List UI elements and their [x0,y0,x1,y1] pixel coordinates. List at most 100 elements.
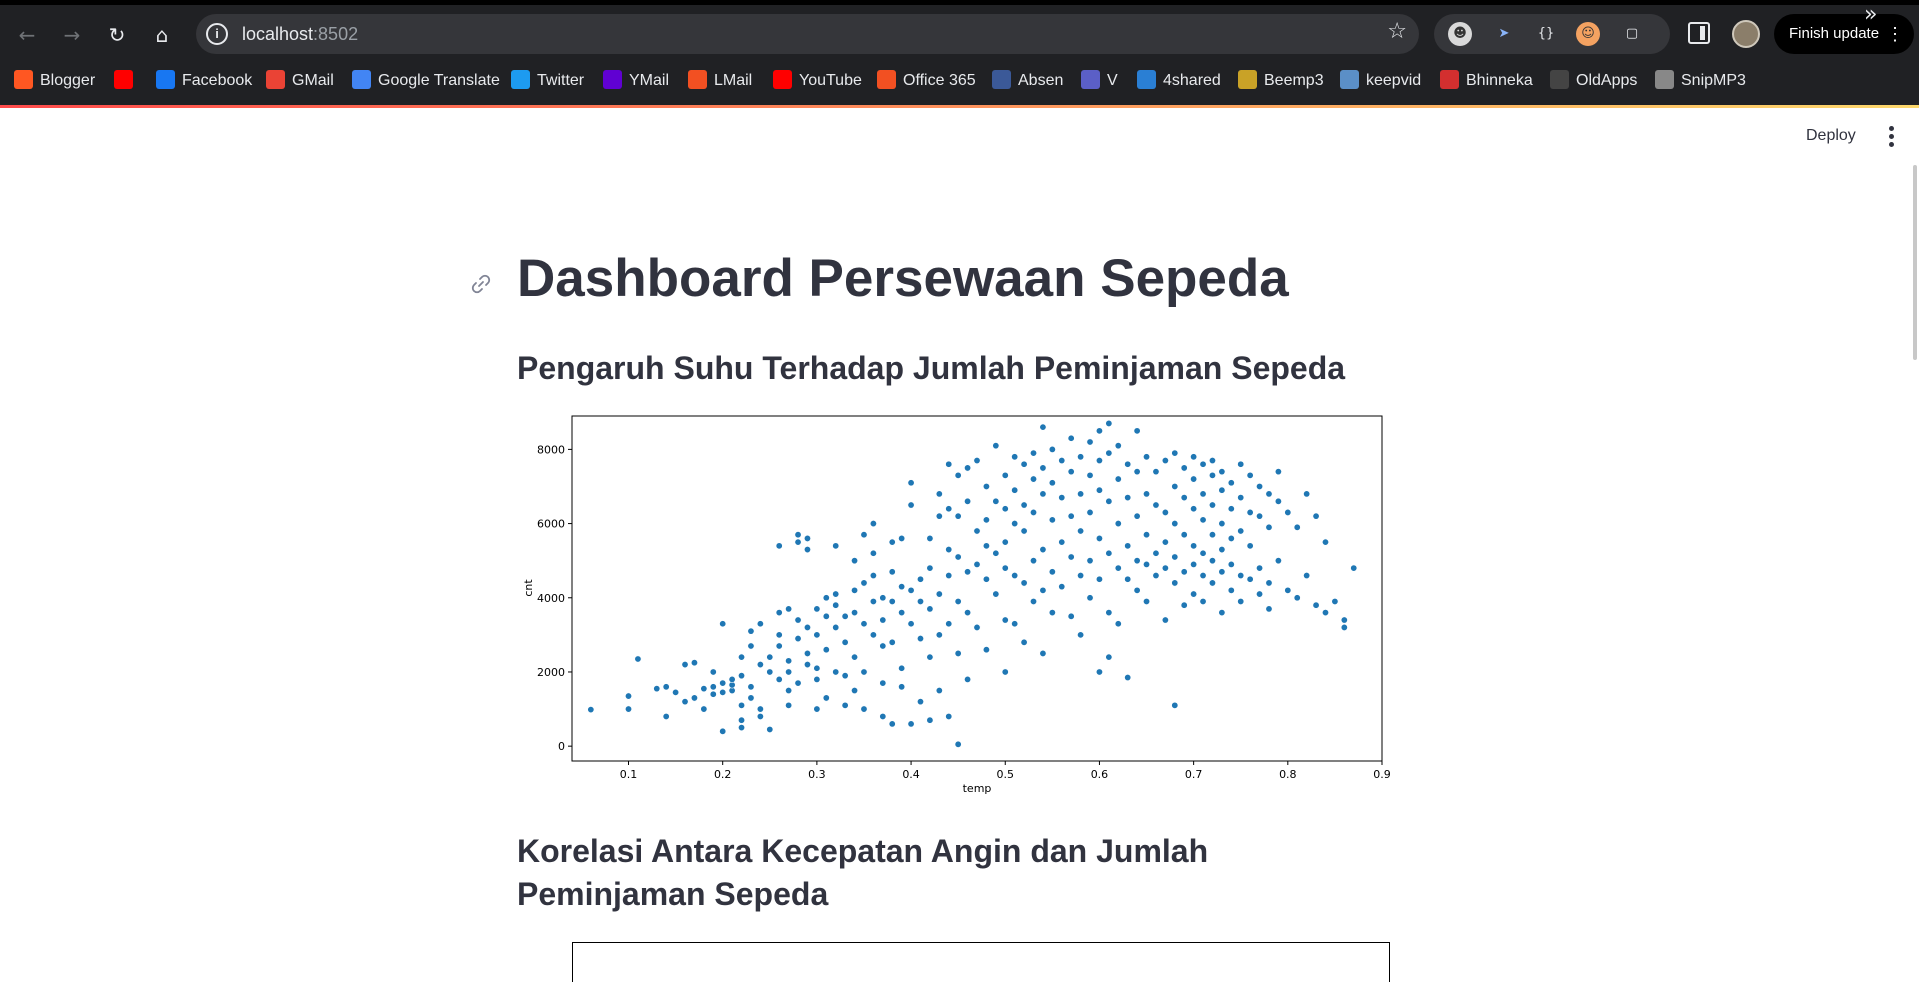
anchor-link-icon[interactable] [469,272,493,296]
scatter-point [1303,490,1311,498]
scatter-point [973,457,981,465]
bookmark-item[interactable]: Bhinneka [1440,68,1533,94]
scatter-point [964,675,972,683]
scatter-point [1218,520,1226,528]
scatter-point [775,642,783,650]
url-text[interactable]: localhost:8502 [242,24,359,44]
scatter-point [916,575,924,583]
scatter-point [1312,512,1320,520]
scatter-point [945,460,953,468]
scatter-point [1105,549,1113,557]
extension-avatar-icon[interactable]: ☺ [1576,22,1600,46]
extension-face-icon[interactable]: ☻ [1448,22,1472,46]
bookmarks-overflow-icon[interactable]: » [1864,2,1878,27]
scatter-point [1227,505,1235,513]
scatter-point [775,609,783,617]
scatter-point [888,597,896,605]
finish-update-button[interactable]: Finish update ⋮ [1774,14,1914,54]
bookmark-item[interactable]: 4shared [1137,68,1221,94]
scatter-point [803,546,811,554]
profile-avatar[interactable] [1732,20,1760,48]
scatter-point [1171,449,1179,457]
scatter-point [1039,490,1047,498]
scatter-point [1256,564,1264,572]
x-tick-label: 0.2 [714,768,732,781]
bookmark-item[interactable]: GMail [266,68,334,94]
scatter-point [822,646,830,654]
reload-icon[interactable]: ↻ [108,23,126,47]
scatter-point [879,642,887,650]
scatter-point [1265,523,1273,531]
scatter-point [1020,638,1028,646]
scatter-point [1208,579,1216,587]
back-icon[interactable]: ← [18,23,36,47]
bookmark-item[interactable]: Twitter [511,68,584,94]
scatter-point [1180,531,1188,539]
scatter-point [1199,597,1207,605]
bookmarks-bar: Blogger Facebook GMail Google Translate Twit… [0,66,1919,96]
scatter-point [860,620,868,628]
scatter-point [1048,445,1056,453]
scatter-point [1001,564,1009,572]
scatter-point [1199,549,1207,557]
bookmark-label: Office 365 [903,72,976,89]
main-menu-icon[interactable] [1888,126,1896,148]
scatter-point [803,623,811,631]
scatter-point [1048,568,1056,576]
bookmark-item[interactable]: keepvid [1340,68,1421,94]
bookmark-label: keepvid [1366,72,1422,89]
scatter-point [898,683,906,691]
bookmark-item[interactable]: LMail [688,68,752,94]
scatter-point [1227,560,1235,568]
bookmark-item[interactable] [114,68,140,94]
browser-chrome: ← → ↻ ⌂ i localhost:8502 ☆ ☻ ➤ {} ☺ ▢ Fi… [0,0,1919,105]
scatter-point [1030,475,1038,483]
scatter-point [1039,546,1047,554]
scatter-point [1161,538,1169,546]
bookmark-item[interactable]: V [1081,68,1118,94]
tab-strip [0,0,1919,5]
scatter-point [1180,464,1188,472]
scatter-point [1133,427,1141,435]
bookmark-star-icon[interactable]: ☆ [1387,19,1407,44]
bookmark-item[interactable]: Google Translate [352,68,500,94]
bookmark-item[interactable]: YMail [603,68,669,94]
extensions-puzzle-icon[interactable]: ▢ [1625,26,1639,41]
bookmark-label: SnipMP3 [1681,72,1746,89]
bookmark-item[interactable]: YouTube [773,68,862,94]
browser-menu-icon[interactable]: ⋮ [1886,24,1904,44]
forward-icon[interactable]: → [63,23,81,47]
extension-cursor-icon[interactable]: ➤ [1498,26,1510,41]
scatter-point [916,698,924,706]
bookmark-item[interactable]: OldApps [1550,68,1637,94]
axis-ticks: 0.1 0.2 0.3 0.4 0.5 0.6 0.7 0.8 0.9 0 2000 4000 6000… [537,443,1391,781]
x-tick-label: 0.6 [1091,768,1109,781]
scatter-point [822,594,830,602]
y-tick-label: 4000 [537,592,565,605]
deploy-button[interactable]: Deploy [1806,127,1856,144]
scatter-point [860,579,868,587]
scatter-point [888,720,896,728]
bookmark-item[interactable]: Office 365 [877,68,976,94]
scatter-point [869,631,877,639]
bookmark-item[interactable]: SnipMP3 [1655,68,1746,94]
side-panel-icon[interactable] [1688,22,1710,44]
scatter-point [1067,512,1075,520]
scatter-point [1237,494,1245,502]
scatter-point [1227,534,1235,542]
bookmark-item[interactable]: Facebook [156,68,252,94]
bookmark-item[interactable]: Blogger [14,68,95,94]
extension-json-icon[interactable]: {} [1537,26,1555,41]
scatter-point [1105,419,1113,427]
scatter-point [964,497,972,505]
home-icon[interactable]: ⌂ [155,23,169,47]
scatter-point [794,531,802,539]
scatter-point [822,612,830,620]
scatter-point [1114,620,1122,628]
bookmark-item[interactable]: Beemp3 [1238,68,1324,94]
address-bar[interactable]: i localhost:8502 ☆ [196,14,1419,54]
scrollbar-thumb[interactable] [1913,165,1917,360]
site-info-icon[interactable]: i [206,23,228,45]
bookmark-item[interactable]: Absen [992,68,1063,94]
scatter-point [1237,572,1245,580]
